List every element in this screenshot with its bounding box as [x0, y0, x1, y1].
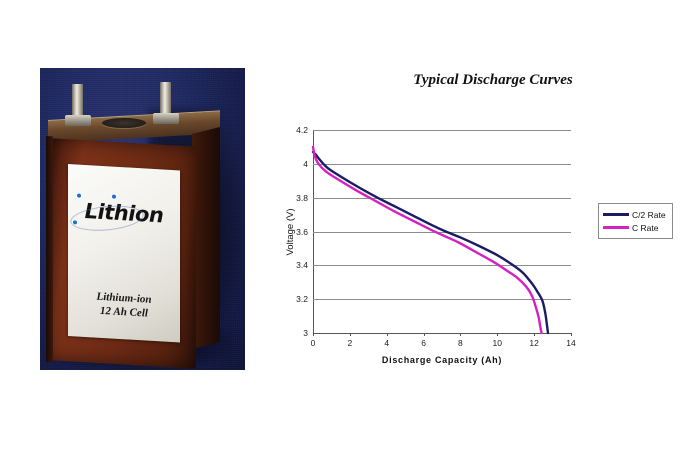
gridline — [313, 163, 571, 165]
terminal-base-right — [153, 113, 179, 124]
x-tick-label: 8 — [458, 338, 463, 348]
discharge-curves-chart: Typical Discharge Curves 3 3.2 3.4 3.6 3.8 4 4… — [260, 72, 696, 382]
x-axis-label: Discharge Capacity (Ah) — [381, 355, 503, 365]
cell-product-label: Lithion Lithium-ion 12 Ah Cell — [68, 164, 180, 343]
y-tick-label: 3.4 — [296, 260, 308, 271]
y-tick-label: 4.2 — [296, 125, 308, 135]
x-tick-label: 0 — [310, 338, 316, 348]
logo-electron-dot-icon — [77, 193, 81, 198]
legend-item[interactable]: C Rate — [603, 221, 666, 234]
legend-label: C/2 Rate — [632, 209, 666, 220]
chart-title: Typical Discharge Curves — [413, 72, 573, 88]
gridline — [313, 197, 571, 199]
gridline — [313, 299, 571, 301]
logo-electron-dot-icon — [112, 194, 116, 199]
x-tick-label: 10 — [492, 338, 503, 348]
logo-orbit-icon — [68, 202, 146, 234]
x-tick-mark — [534, 333, 536, 336]
x-tick-mark — [460, 333, 462, 336]
y-tick-label: 3.2 — [296, 294, 308, 305]
x-tick-label: 12 — [529, 338, 539, 348]
legend-color-swatch — [603, 213, 629, 216]
cell-spec-text: Lithium-ion 12 Ah Cell — [68, 288, 180, 322]
plot-wrapper: 3 3.2 3.4 3.6 3.8 4 4.2 0 2 4 6 8 10 12 14 Voltage (V… — [285, 125, 576, 365]
x-tick-mark — [497, 333, 499, 336]
series-line-c-2-rate — [311, 150, 550, 335]
x-tick-label: 4 — [384, 338, 390, 348]
gridline — [313, 265, 571, 267]
x-tick-mark — [349, 333, 351, 336]
x-tick-label: 2 — [347, 338, 353, 348]
y-tick-label: 3.6 — [296, 226, 308, 237]
gridline — [313, 231, 571, 233]
x-tick-mark — [571, 333, 572, 336]
cell-vent-icon — [102, 118, 146, 128]
x-axis-line — [313, 333, 571, 335]
brand-logo: Lithion — [68, 193, 180, 234]
series-line-c-rate — [311, 145, 543, 335]
cell-side-face — [192, 127, 220, 349]
legend-color-swatch — [603, 226, 629, 229]
x-tick-label: 14 — [566, 338, 576, 348]
cell-left-edge — [46, 136, 53, 363]
y-tick-label: 3.8 — [296, 192, 308, 203]
legend-item[interactable]: C/2 Rate — [603, 208, 666, 221]
battery-terminal-right — [160, 82, 171, 116]
terminal-base-left — [65, 115, 91, 126]
x-tick-label: 6 — [421, 338, 426, 348]
curve-series-layer — [311, 145, 550, 335]
y-axis-label: Voltage (V) — [285, 208, 296, 255]
y-tick-label: 3 — [303, 328, 308, 338]
y-tick-label: 4 — [303, 158, 308, 169]
x-tick-mark — [423, 333, 425, 336]
battery-terminal-left — [72, 84, 83, 118]
x-tick-mark — [313, 333, 314, 336]
legend-label: C Rate — [632, 222, 659, 233]
battery-photo: Lithion Lithium-ion 12 Ah Cell — [40, 68, 245, 370]
chart-legend: C/2 Rate C Rate — [598, 203, 673, 239]
gridline — [313, 130, 571, 131]
x-tick-mark — [386, 333, 388, 336]
